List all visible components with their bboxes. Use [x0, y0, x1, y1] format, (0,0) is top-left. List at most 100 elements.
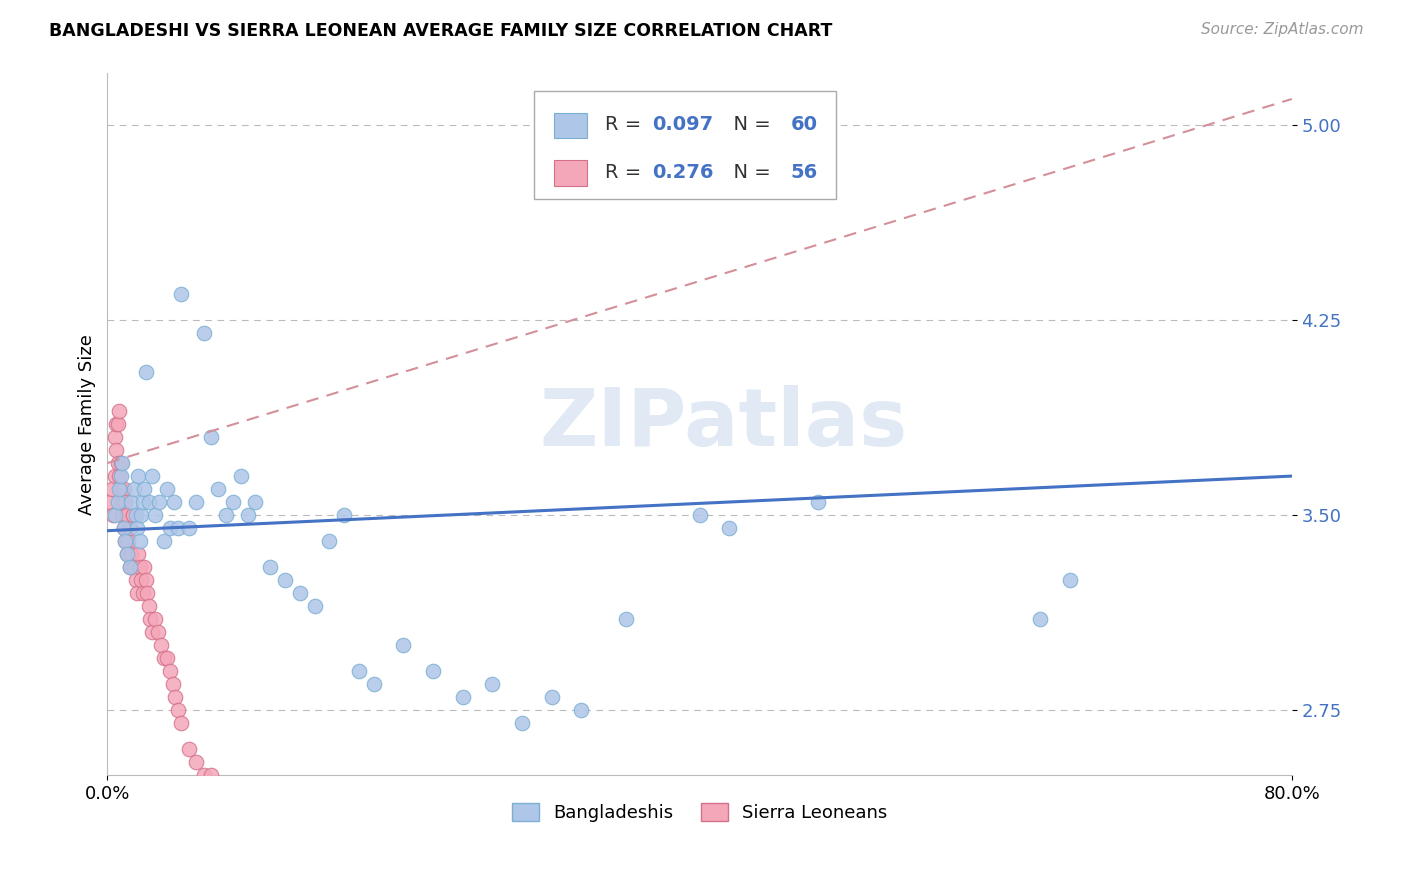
Point	[170, 287, 193, 301]
Point	[105, 417, 128, 431]
Point	[117, 534, 139, 549]
Point	[125, 521, 148, 535]
Point	[118, 560, 141, 574]
Point	[135, 573, 157, 587]
Point	[540, 690, 562, 705]
Point	[215, 794, 238, 808]
Point	[112, 482, 135, 496]
Text: 0.276: 0.276	[652, 163, 714, 182]
FancyBboxPatch shape	[554, 112, 588, 138]
Point	[112, 521, 135, 535]
Text: BANGLADESHI VS SIERRA LEONEAN AVERAGE FAMILY SIZE CORRELATION CHART: BANGLADESHI VS SIERRA LEONEAN AVERAGE FA…	[49, 22, 832, 40]
Point	[222, 495, 245, 509]
Point	[131, 508, 153, 522]
Text: R =: R =	[605, 115, 647, 135]
Point	[510, 716, 533, 731]
Point	[200, 768, 222, 782]
Point	[118, 560, 141, 574]
Point	[229, 469, 252, 483]
Point	[304, 599, 326, 613]
Text: 0.097: 0.097	[652, 115, 713, 135]
Point	[127, 469, 149, 483]
Point	[422, 664, 444, 678]
Point	[1029, 612, 1052, 626]
Point	[107, 495, 129, 509]
Point	[132, 495, 155, 509]
Point	[136, 586, 159, 600]
Point	[288, 586, 311, 600]
Point	[481, 677, 503, 691]
Point	[107, 417, 129, 431]
Point	[152, 534, 174, 549]
Point	[186, 495, 208, 509]
Point	[104, 469, 127, 483]
Point	[155, 651, 177, 665]
Point	[259, 560, 281, 574]
Point	[170, 716, 193, 731]
Point	[98, 495, 121, 509]
Point	[274, 573, 297, 587]
Point	[207, 482, 229, 496]
Point	[101, 482, 124, 496]
Point	[569, 703, 592, 717]
Point	[155, 482, 177, 496]
Point	[152, 651, 174, 665]
Point	[108, 404, 131, 418]
Point	[115, 508, 138, 522]
Point	[162, 677, 184, 691]
Point	[127, 547, 149, 561]
Point	[118, 521, 141, 535]
Point	[143, 508, 166, 522]
Point	[163, 495, 186, 509]
Point	[121, 508, 143, 522]
Point	[229, 807, 252, 822]
Point	[177, 521, 200, 535]
Point	[110, 482, 132, 496]
Point	[114, 534, 136, 549]
Point	[186, 755, 208, 769]
Text: N =: N =	[721, 163, 778, 182]
Point	[718, 521, 741, 535]
Point	[111, 456, 134, 470]
Point	[134, 482, 156, 496]
Point	[104, 430, 127, 444]
Text: N =: N =	[721, 115, 778, 135]
FancyBboxPatch shape	[554, 161, 588, 186]
Text: Source: ZipAtlas.com: Source: ZipAtlas.com	[1201, 22, 1364, 37]
Point	[129, 534, 152, 549]
Text: 56: 56	[790, 163, 818, 182]
Point	[347, 664, 370, 678]
Point	[108, 469, 131, 483]
Point	[141, 625, 163, 640]
Point	[105, 443, 128, 458]
Point	[104, 508, 127, 522]
Point	[111, 508, 134, 522]
Point	[115, 547, 138, 561]
Legend: Bangladeshis, Sierra Leoneans: Bangladeshis, Sierra Leoneans	[505, 796, 894, 830]
Text: R =: R =	[605, 163, 647, 182]
Point	[193, 326, 215, 340]
Point	[107, 456, 129, 470]
Point	[125, 586, 148, 600]
Point	[159, 521, 181, 535]
Point	[114, 534, 136, 549]
Point	[138, 495, 160, 509]
Point	[122, 482, 145, 496]
Point	[143, 612, 166, 626]
Point	[614, 612, 637, 626]
Point	[1059, 573, 1081, 587]
FancyBboxPatch shape	[534, 90, 835, 200]
Point	[207, 781, 229, 796]
Point	[135, 365, 157, 379]
Text: 60: 60	[790, 115, 818, 135]
Point	[115, 547, 138, 561]
Point	[124, 508, 146, 522]
Point	[122, 560, 145, 574]
Point	[120, 547, 142, 561]
Point	[131, 573, 153, 587]
Point	[114, 495, 136, 509]
Point	[112, 521, 135, 535]
Point	[392, 638, 415, 652]
Point	[215, 508, 238, 522]
Point	[318, 534, 340, 549]
